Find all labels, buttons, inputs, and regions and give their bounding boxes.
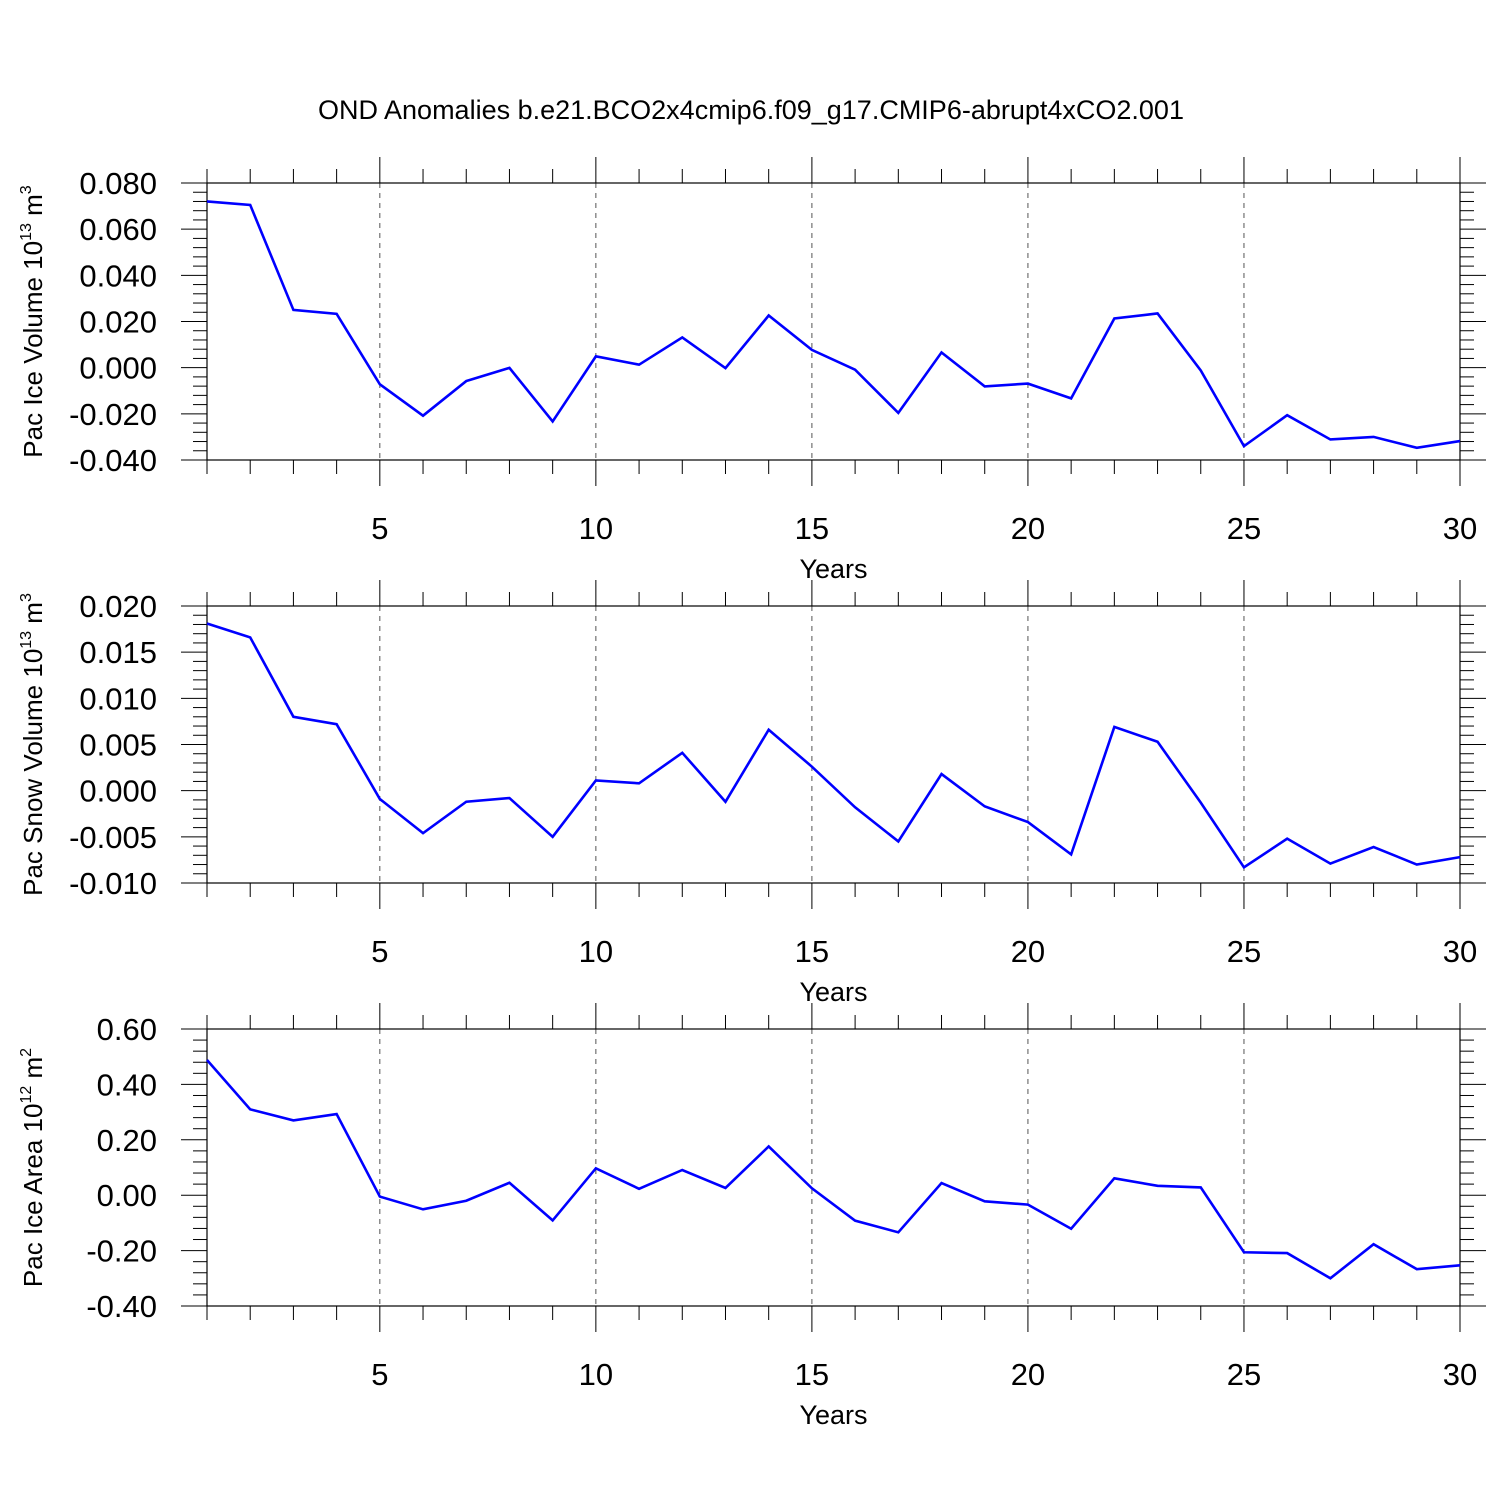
y-axis-label: Pac Snow Volume 1013 m3 xyxy=(18,593,48,896)
figure-title: OND Anomalies b.e21.BCO2x4cmip6.f09_g17.… xyxy=(318,95,1184,125)
y-tick-label: -0.020 xyxy=(69,397,157,432)
y-tick-label: 0.000 xyxy=(79,351,157,386)
series-line xyxy=(206,200,1461,450)
y-tick-label: -0.010 xyxy=(69,866,157,901)
x-tick-label: 5 xyxy=(371,1357,388,1392)
y-tick-label: 0.020 xyxy=(79,589,157,624)
x-tick-label: 15 xyxy=(795,511,829,546)
plot-frame xyxy=(206,1028,1461,1307)
chart-panel-3: 0.60 0.40 0.20 0.00 -0.20 -0.40 5 10 15 20 25 30 Yea… xyxy=(18,1003,1486,1430)
x-tick-label: 10 xyxy=(579,934,613,969)
x-axis-label: Years xyxy=(799,977,867,1007)
x-tick-label: 5 xyxy=(371,511,388,546)
y-tick-label: 0.080 xyxy=(79,166,157,201)
x-axis-label: Years xyxy=(799,554,867,584)
chart-panel-1: 0.080 0.060 0.040 0.020 0.000 -0.020 -0.040 5 10… xyxy=(18,157,1486,584)
x-tick-label: 15 xyxy=(795,934,829,969)
y-tick-label: 0.060 xyxy=(79,212,157,247)
chart-panel-2: 0.020 0.015 0.010 0.005 0.000 -0.005 -0.010 5 10… xyxy=(18,580,1486,1007)
x-tick-label: 20 xyxy=(1011,511,1045,546)
y-tick-label: 0.010 xyxy=(79,681,157,716)
y-tick-label: 0.000 xyxy=(79,774,157,809)
y-axis-label: Pac Ice Area 1012 m2 xyxy=(18,1048,48,1287)
y-tick-label: 0.60 xyxy=(97,1012,157,1047)
x-tick-label: 30 xyxy=(1443,1357,1477,1392)
x-tick-label: 15 xyxy=(795,1357,829,1392)
x-tick-label: 30 xyxy=(1443,511,1477,546)
x-axis-label: Years xyxy=(799,1400,867,1430)
y-tick-label: 0.00 xyxy=(97,1178,157,1213)
y-tick-label: -0.005 xyxy=(69,820,157,855)
y-tick-label: -0.40 xyxy=(86,1289,157,1324)
y-tick-label: -0.040 xyxy=(69,443,157,478)
x-tick-label: 25 xyxy=(1227,934,1261,969)
x-tick-label: 5 xyxy=(371,934,388,969)
x-tick-label: 25 xyxy=(1227,511,1261,546)
y-tick-label: -0.20 xyxy=(86,1234,157,1269)
panels: 0.080 0.060 0.040 0.020 0.000 -0.020 -0.040 5 10… xyxy=(18,157,1486,1430)
x-tick-label: 10 xyxy=(579,511,613,546)
x-tick-label: 20 xyxy=(1011,934,1045,969)
x-tick-label: 30 xyxy=(1443,934,1477,969)
y-tick-label: 0.40 xyxy=(97,1067,157,1102)
y-tick-label: 0.015 xyxy=(79,635,157,670)
x-tick-label: 25 xyxy=(1227,1357,1261,1392)
y-tick-label: 0.020 xyxy=(79,305,157,340)
y-tick-label: 0.040 xyxy=(79,258,157,293)
series-line xyxy=(206,1059,1461,1280)
x-tick-label: 10 xyxy=(579,1357,613,1392)
y-axis-label: Pac Ice Volume 1013 m3 xyxy=(18,185,48,458)
y-tick-label: 0.005 xyxy=(79,728,157,763)
series-line xyxy=(206,622,1461,870)
y-tick-label: 0.20 xyxy=(97,1123,157,1158)
x-tick-label: 20 xyxy=(1011,1357,1045,1392)
